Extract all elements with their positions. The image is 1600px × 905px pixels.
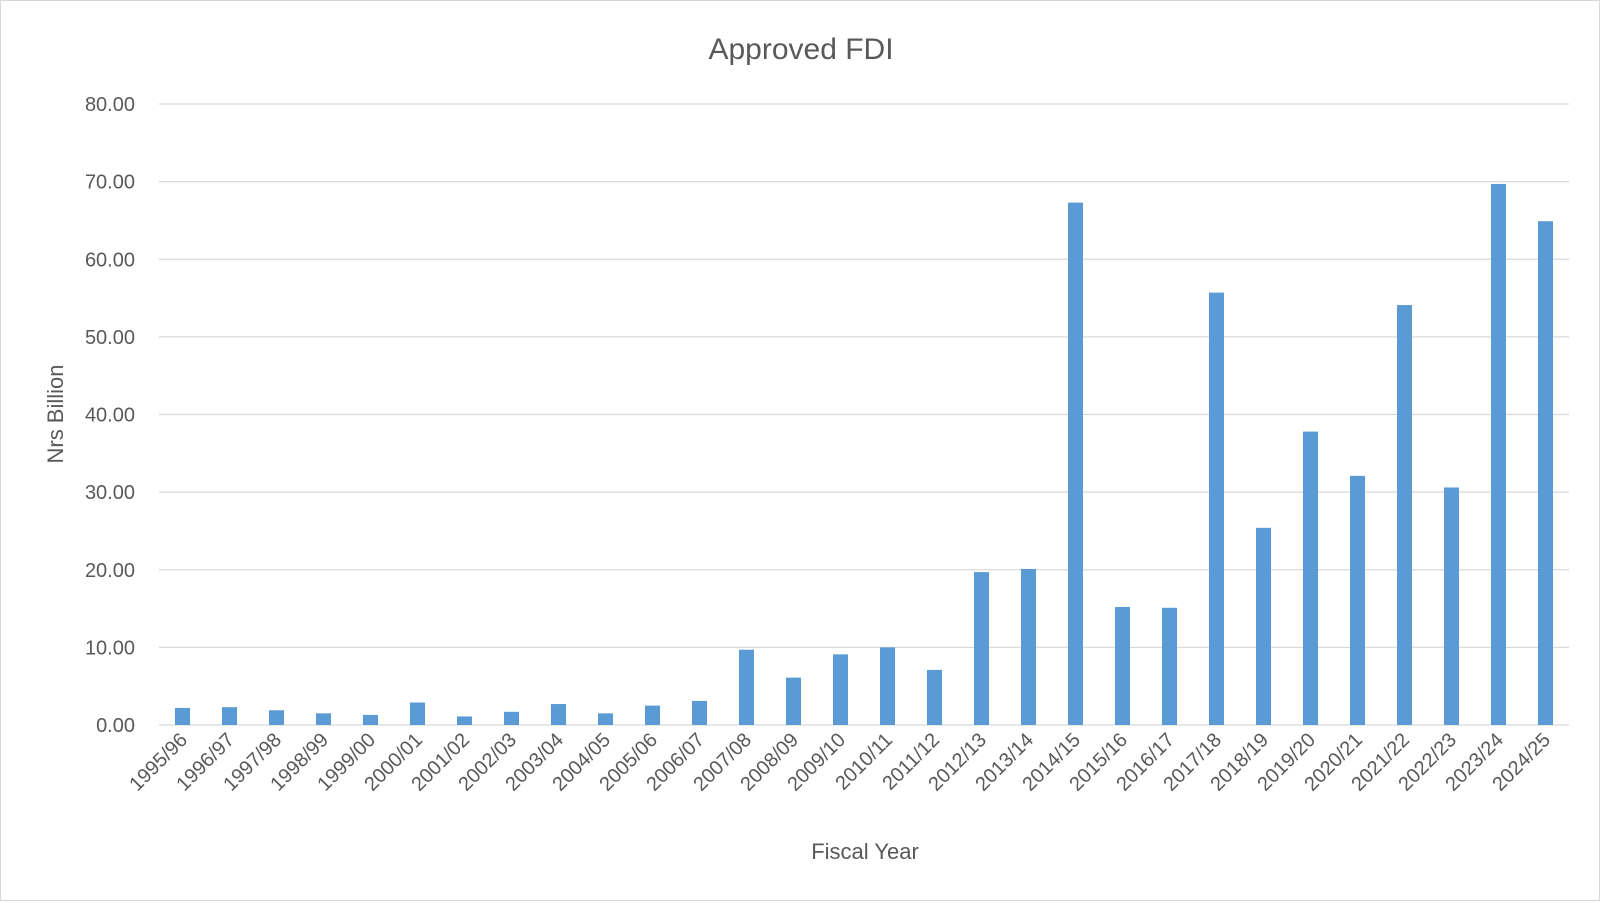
y-tick-label: 10.00 — [85, 637, 135, 659]
bar-2008-09 — [786, 677, 801, 725]
bar-2019-20 — [1303, 431, 1318, 725]
bar-2017-18 — [1209, 292, 1224, 725]
gridlines — [159, 103, 1569, 726]
bar-2024-25 — [1538, 221, 1553, 725]
y-tick-label: 30.00 — [85, 482, 135, 504]
x-axis-label: Fiscal Year — [811, 839, 919, 864]
bar-2003-04 — [551, 704, 566, 725]
bar-1997-98 — [269, 710, 284, 725]
bar-2011-12 — [927, 669, 942, 725]
y-tick-label: 70.00 — [85, 172, 135, 194]
bar-2022-23 — [1444, 487, 1459, 725]
x-axis-ticks: 1995/961996/971997/981998/991999/002000/… — [125, 729, 1555, 796]
bar-2014-15 — [1068, 202, 1083, 726]
bars — [175, 183, 1553, 726]
y-axis-label: Nrs Billion — [43, 364, 68, 463]
bar-2012-13 — [974, 572, 989, 725]
bar-1998-99 — [316, 713, 331, 725]
bar-2002-03 — [504, 711, 519, 725]
bar-2015-16 — [1115, 607, 1130, 725]
bar-1999-00 — [363, 714, 378, 725]
bar-2023-24 — [1491, 183, 1506, 726]
chart-title: Approved FDI — [708, 33, 893, 66]
y-axis-ticks: 0.00 10.00 20.00 30.00 40.00 50.00 60.00 70.00 8… — [85, 94, 135, 737]
bar-2010-11 — [880, 647, 895, 725]
y-tick-label: 20.00 — [85, 560, 135, 582]
y-tick-label: 0.00 — [96, 715, 135, 737]
bar-2000-01 — [410, 702, 425, 725]
bar-2001-02 — [457, 716, 472, 725]
y-tick-label: 80.00 — [85, 94, 135, 116]
bar-2004-05 — [598, 713, 613, 725]
bar-1996-97 — [222, 707, 237, 725]
bar-2021-22 — [1397, 305, 1412, 725]
bar-2013-14 — [1021, 568, 1036, 725]
bar-2016-17 — [1162, 607, 1177, 725]
bar-2006-07 — [692, 700, 707, 725]
bar-2007-08 — [739, 649, 754, 725]
bar-2020-21 — [1350, 475, 1365, 725]
bar-2018-19 — [1256, 527, 1271, 725]
bar-2009-10 — [833, 654, 848, 725]
y-tick-label: 40.00 — [85, 405, 135, 427]
y-tick-label: 50.00 — [85, 327, 135, 349]
bar-1995-96 — [175, 707, 190, 725]
bar-2005-06 — [645, 705, 660, 725]
y-tick-label: 60.00 — [85, 249, 135, 271]
